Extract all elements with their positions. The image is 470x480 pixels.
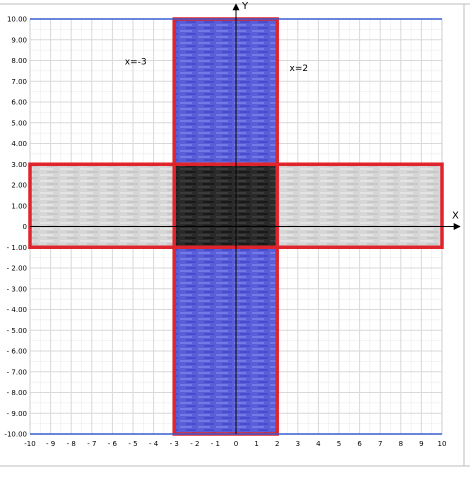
- y-tick-label: - 2.00: [7, 265, 27, 273]
- y-axis-label: Y: [241, 1, 249, 12]
- y-tick-label: 6.00: [11, 99, 27, 107]
- annotation-label: x=2: [290, 64, 309, 74]
- x-tick-label: 10: [438, 440, 447, 448]
- x-tick-label: - 8: [67, 440, 76, 448]
- x-tick-label: - 2: [190, 440, 199, 448]
- y-tick-label: - 7.00: [7, 368, 27, 376]
- x-tick-label: - 4: [149, 440, 159, 448]
- y-tick-label: - 1.00: [7, 244, 27, 252]
- y-tick-label: 7.00: [11, 78, 27, 86]
- x-tick-label: - 6: [108, 440, 118, 448]
- x-tick-label: -10: [24, 440, 35, 448]
- x-tick-label: - 9: [46, 440, 55, 448]
- y-tick-label: -10.00: [4, 431, 27, 439]
- x-tick-label: 7: [378, 440, 382, 448]
- x-tick-label: 0: [234, 440, 238, 448]
- y-tick-label: - 8.00: [7, 389, 27, 397]
- x-axis-label: X: [452, 211, 459, 222]
- y-tick-label: - 4.00: [7, 306, 27, 314]
- y-tick-label: 5.00: [11, 119, 27, 127]
- y-tick-label: - 5.00: [7, 327, 27, 335]
- x-tick-label: 3: [296, 440, 300, 448]
- x-tick-label: 5: [337, 440, 341, 448]
- y-tick-label: 0: [23, 223, 27, 231]
- y-tick-label: - 3.00: [7, 285, 27, 293]
- x-tick-label: - 7: [87, 440, 96, 448]
- x-tick-label: 8: [399, 440, 403, 448]
- y-tick-label: 8.00: [11, 57, 27, 65]
- y-tick-label: 2.00: [11, 182, 27, 190]
- x-tick-label: 1: [254, 440, 258, 448]
- x-tick-label: - 3: [170, 440, 179, 448]
- region-intersection: [174, 164, 278, 248]
- y-tick-label: 9.00: [11, 36, 27, 44]
- x-tick-label: 4: [316, 440, 321, 448]
- x-tick-label: 2: [275, 440, 279, 448]
- x-tick-label: 9: [419, 440, 423, 448]
- y-tick-label: 4.00: [11, 140, 27, 148]
- x-tick-label: - 5: [128, 440, 137, 448]
- y-tick-label: 3.00: [11, 161, 27, 169]
- y-tick-label: - 6.00: [7, 348, 27, 356]
- y-tick-label: 1.00: [11, 202, 27, 210]
- x-tick-label: 6: [357, 440, 362, 448]
- y-tick-label: 10.00: [7, 16, 27, 24]
- x-tick-label: - 1: [211, 440, 220, 448]
- annotation-label: x=-3: [125, 58, 147, 68]
- y-tick-label: - 9.00: [7, 410, 27, 418]
